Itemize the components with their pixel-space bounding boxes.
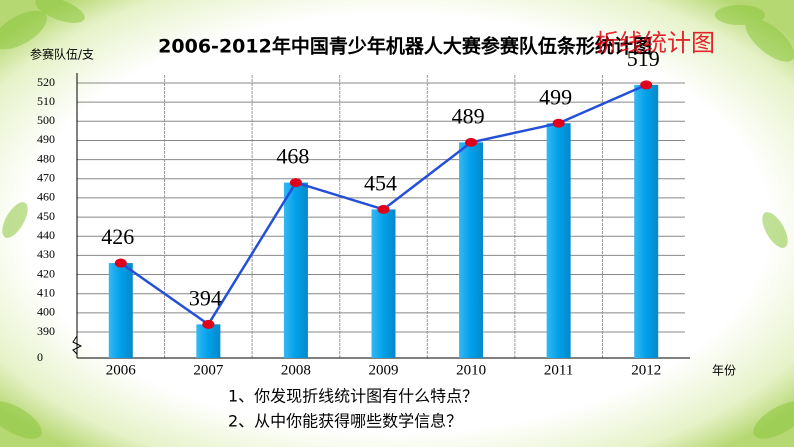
y-tick-label: 410 <box>37 285 55 299</box>
y-tick-label: 420 <box>37 266 55 280</box>
y-tick-label: 400 <box>37 305 55 319</box>
y-tick-label: 520 <box>37 75 55 89</box>
point <box>202 319 215 329</box>
data-label: 394 <box>189 285 222 310</box>
data-label: 426 <box>101 224 134 249</box>
bar <box>283 182 308 358</box>
y-tick-label: 490 <box>37 132 55 146</box>
y-tick-label: 440 <box>37 228 55 242</box>
x-tick-label: 2006 <box>106 362 137 378</box>
y-tick-label: 480 <box>37 151 55 165</box>
point <box>114 258 127 268</box>
point <box>377 204 390 214</box>
y-tick-label: 450 <box>37 209 55 223</box>
bar <box>108 263 133 358</box>
bar <box>371 209 396 358</box>
data-label: 489 <box>452 103 485 128</box>
bar <box>634 84 659 359</box>
data-label: 454 <box>364 170 397 195</box>
y-tick-label: 470 <box>37 171 55 185</box>
question: 1、你发现折线统计图有什么特点？ <box>228 387 478 406</box>
x-tick-label: 2008 <box>281 362 311 378</box>
y-tick-label: 460 <box>37 190 55 204</box>
x-axis-label: 年份 <box>712 364 736 378</box>
data-label: 499 <box>539 84 572 109</box>
bar <box>196 324 221 358</box>
point <box>465 137 478 147</box>
bar <box>459 142 484 358</box>
y-tick-label: 510 <box>37 94 55 108</box>
x-tick-label: 2009 <box>369 362 399 378</box>
x-tick-label: 2010 <box>456 362 486 378</box>
point <box>552 118 565 128</box>
y-tick-label: 390 <box>37 324 55 338</box>
bar <box>546 123 571 358</box>
data-label: 519 <box>627 46 660 71</box>
y-tick-label: 430 <box>37 247 55 261</box>
x-tick-label: 2012 <box>631 362 661 378</box>
y-tick-label: 500 <box>37 113 55 127</box>
chart-title: 2006-2012年中国青少年机器人大赛参赛队伍条形统计图 <box>158 35 652 58</box>
y-tick-label: 0 <box>37 350 43 364</box>
x-tick-label: 2011 <box>544 362 573 378</box>
x-tick-label: 2007 <box>193 362 224 378</box>
point <box>640 80 653 90</box>
y-axis-label: 参赛队伍/支 <box>30 47 94 62</box>
point <box>289 178 302 188</box>
question: 2、从中你能获得哪些数学信息？ <box>228 412 462 431</box>
data-label: 468 <box>276 144 309 169</box>
annotation: 折线统计图 <box>595 29 715 57</box>
axis-break <box>72 335 83 355</box>
